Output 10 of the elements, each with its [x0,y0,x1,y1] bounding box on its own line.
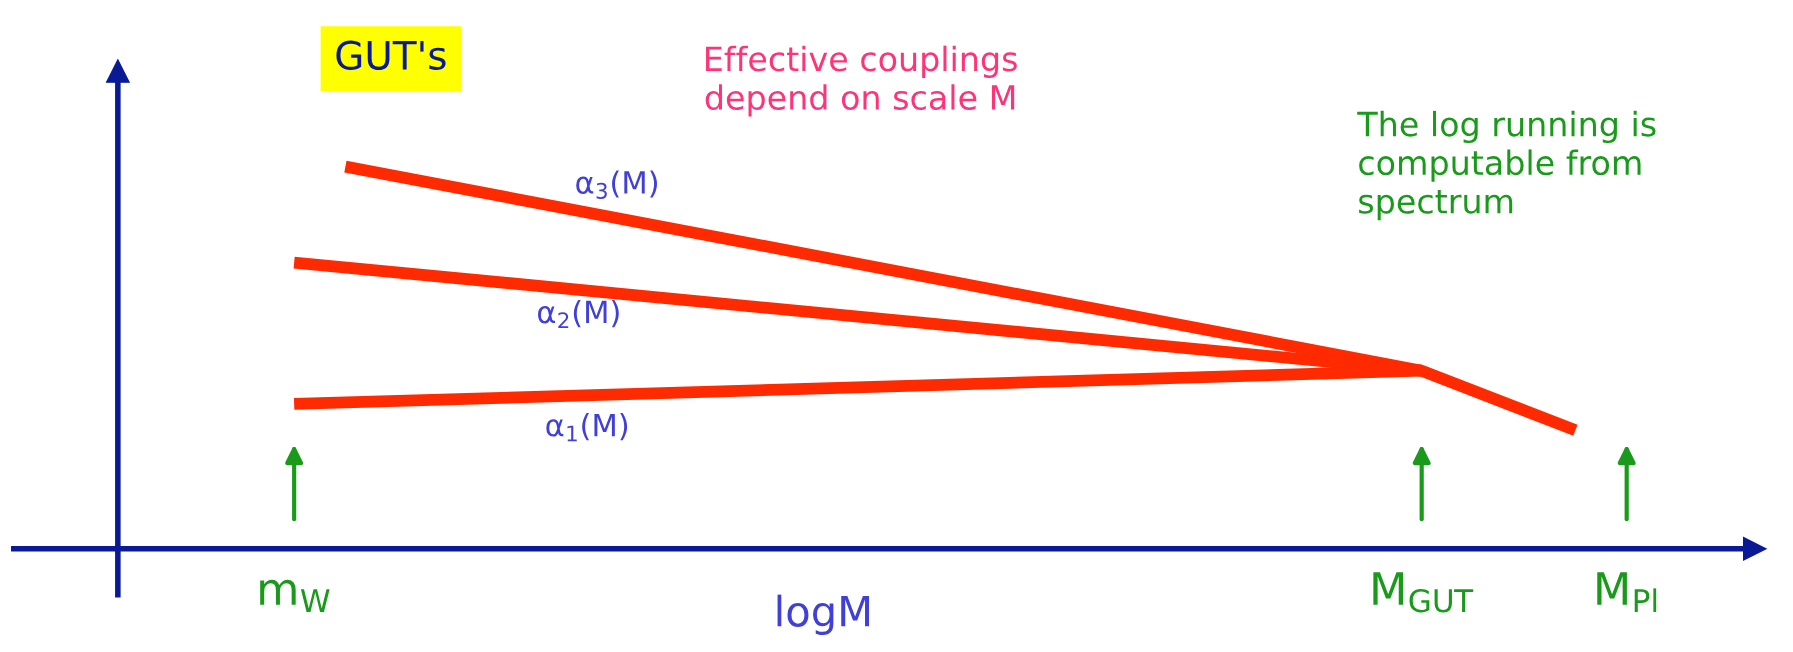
series-label: α$_{2}$(M) [538,299,619,329]
x-tick-label: M$_{GUT}$ [1373,572,1474,613]
series-label: α$_{1}$(M) [546,413,628,442]
chart-title: GUT's [336,40,446,70]
x-tick-label: m$_{W}$ [260,579,330,613]
x-axis-title: logM [777,594,870,635]
x-tick-label: M$_{Pl}$ [1597,572,1657,613]
text: Effective couplings depend on scale M [705,45,1017,117]
annotation: The log running is computable from spectrum [1357,110,1656,221]
series-label: α$_{3}$(M) [576,170,657,199]
